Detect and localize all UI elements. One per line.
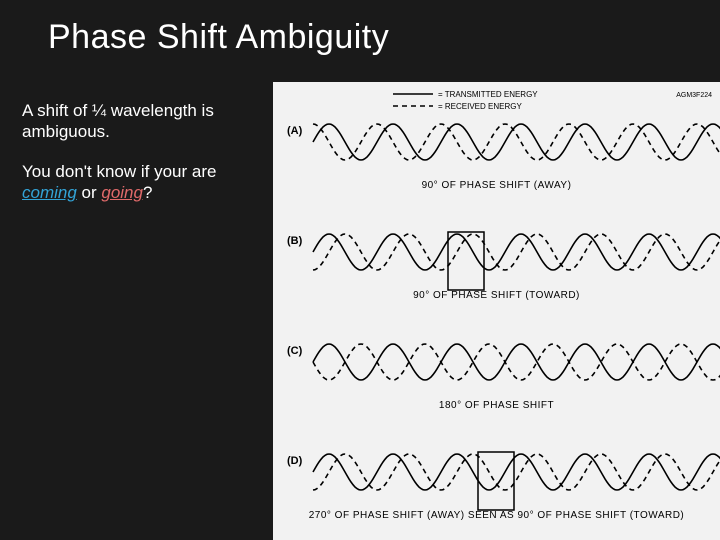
svg-text:90° OF PHASE SHIFT (AWAY): 90° OF PHASE SHIFT (AWAY) xyxy=(422,180,572,191)
svg-text:90° OF PHASE SHIFT (TOWARD): 90° OF PHASE SHIFT (TOWARD) xyxy=(413,290,580,301)
svg-text:AGM3F224: AGM3F224 xyxy=(676,92,712,99)
svg-text:(A): (A) xyxy=(287,125,303,137)
slide-title: Phase Shift Ambiguity xyxy=(0,0,720,57)
going-word: going xyxy=(101,183,143,202)
svg-text:= RECEIVED ENERGY: = RECEIVED ENERGY xyxy=(438,102,522,111)
body-p2-q: ? xyxy=(143,183,152,202)
coming-word: coming xyxy=(22,183,77,202)
body-p2-prefix: You don't know if your are xyxy=(22,162,216,181)
svg-text:180° OF PHASE SHIFT: 180° OF PHASE SHIFT xyxy=(439,400,554,411)
svg-text:270° OF PHASE SHIFT (AWAY) SEE: 270° OF PHASE SHIFT (AWAY) SEEN AS 90° O… xyxy=(309,510,685,521)
body-p1: A shift of ¼ wavelength is ambiguous. xyxy=(22,100,268,143)
body-p2-or: or xyxy=(77,183,102,202)
svg-text:(B): (B) xyxy=(287,235,303,247)
svg-text:(C): (C) xyxy=(287,345,303,357)
body-text: A shift of ¼ wavelength is ambiguous. Yo… xyxy=(22,100,268,221)
svg-text:= TRANSMITTED ENERGY: = TRANSMITTED ENERGY xyxy=(438,90,538,99)
phase-shift-diagram: = TRANSMITTED ENERGY = RECEIVED ENERGY AGM… xyxy=(273,82,720,540)
diagram-svg: = TRANSMITTED ENERGY = RECEIVED ENERGY AGM… xyxy=(273,82,720,540)
svg-text:(D): (D) xyxy=(287,455,303,467)
body-p2: You don't know if your are coming or goi… xyxy=(22,161,268,204)
